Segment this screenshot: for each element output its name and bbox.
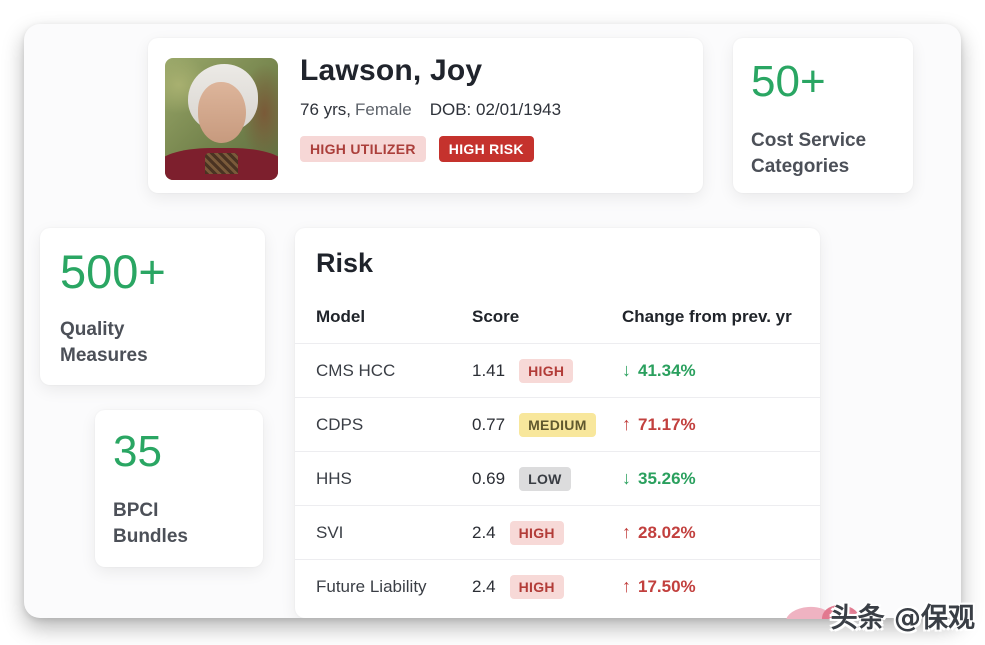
cost-service-count: 50+ <box>751 57 826 106</box>
high-risk-badge: HIGH RISK <box>438 136 534 162</box>
photo-scarf-shape <box>204 153 239 174</box>
patient-badges: HIGH UTILIZER HIGH RISK <box>300 136 534 162</box>
up-arrow-icon: ↑ <box>622 522 631 542</box>
column-header-score: Score <box>472 307 520 326</box>
quality-measures-card[interactable]: 500+ Quality Measures <box>40 228 265 385</box>
score-value: 0.69 <box>472 468 506 488</box>
patient-card: Lawson, Joy 76 yrs, Female DOB: 02/01/1943… <box>148 38 703 193</box>
score-value: 0.77 <box>472 414 506 434</box>
patient-meta: 76 yrs, Female DOB: 02/01/1943 <box>300 100 561 120</box>
patient-photo <box>165 58 278 180</box>
change-value: 71.17% <box>638 414 696 434</box>
score-value: 1.41 <box>472 360 506 380</box>
model-name: HHS <box>316 468 352 488</box>
patient-name: Lawson, Joy <box>300 54 483 87</box>
score-value: 2.4 <box>472 576 496 596</box>
up-arrow-icon: ↑ <box>622 414 631 434</box>
quality-measures-count: 500+ <box>60 245 166 298</box>
change-value: 17.50% <box>638 576 696 596</box>
change-value: 35.26% <box>638 468 696 488</box>
photo-face-shape <box>197 82 247 144</box>
high-utilizer-badge: HIGH UTILIZER <box>300 136 426 162</box>
risk-level-badge: HIGH <box>509 520 564 545</box>
change-value: 41.34% <box>638 360 696 380</box>
bpci-bundles-label: BPCI Bundles <box>113 500 188 547</box>
table-row[interactable]: CDPS 0.77 MEDIUM ↑ 71.17% <box>295 397 820 451</box>
down-arrow-icon: ↓ <box>622 468 631 488</box>
model-name: CMS HCC <box>316 360 396 380</box>
patient-gender: Female <box>355 100 412 119</box>
bpci-bundles-card[interactable]: 35 BPCI Bundles <box>95 410 263 567</box>
model-name: SVI <box>316 522 344 542</box>
table-row[interactable]: CMS HCC 1.41 HIGH ↓ 41.34% <box>295 343 820 397</box>
column-header-change: Change from prev. yr <box>622 307 792 326</box>
column-header-model: Model <box>316 307 366 326</box>
watermark: 头条 @保观 <box>830 603 975 634</box>
score-value: 2.4 <box>472 522 496 542</box>
app-canvas: Lawson, Joy 76 yrs, Female DOB: 02/01/1943… <box>24 24 961 618</box>
table-row[interactable]: SVI 2.4 HIGH ↑ 28.02% <box>295 505 820 559</box>
quality-measures-label: Quality Measures <box>60 319 148 366</box>
risk-level-badge: LOW <box>519 466 571 491</box>
change-value: 28.02% <box>638 522 696 542</box>
risk-table-header: Model Score Change from prev. yr <box>295 307 820 343</box>
risk-card: Risk Model Score Change from prev. yr CM… <box>295 228 820 618</box>
risk-level-badge: HIGH <box>519 358 574 383</box>
model-name: CDPS <box>316 414 364 434</box>
up-arrow-icon: ↑ <box>622 576 631 596</box>
patient-dob: DOB: 02/01/1943 <box>429 100 562 119</box>
down-arrow-icon: ↓ <box>622 360 631 380</box>
cost-service-label: Cost Service Categories <box>751 130 867 177</box>
patient-age: 76 yrs, <box>300 100 352 119</box>
risk-level-badge: MEDIUM <box>519 412 596 437</box>
model-name: Future Liability <box>316 576 427 596</box>
cost-service-categories-card[interactable]: 50+ Cost Service Categories <box>733 38 913 193</box>
risk-level-badge: HIGH <box>509 574 564 599</box>
risk-title: Risk <box>316 248 374 278</box>
bpci-bundles-count: 35 <box>113 427 162 476</box>
table-row[interactable]: Future Liability 2.4 HIGH ↑ 17.50% <box>295 559 820 613</box>
table-row[interactable]: HHS 0.69 LOW ↓ 35.26% <box>295 451 820 505</box>
